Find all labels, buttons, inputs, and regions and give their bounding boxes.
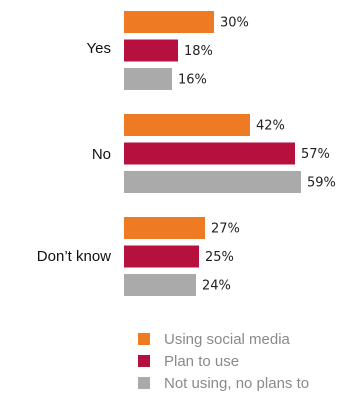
legend-swatch-using-social-media	[138, 333, 150, 345]
legend: Using social media Plan to use Not using…	[138, 328, 309, 394]
bar-no-using-social-media	[124, 114, 250, 136]
legend-label: Not using, no plans to	[164, 374, 310, 392]
bar-yes-using-social-media	[124, 11, 214, 33]
value-label-don-t-know-using-social-media: 27%	[211, 222, 240, 237]
bar-don-t-know-plan-to-use	[124, 245, 199, 268]
legend-label: Plan to use	[164, 352, 240, 370]
bar-chart: Yes 30% 18% 16% No 42% 57% 59% Don’t know 27% 25% 2…	[37, 11, 336, 296]
category-label-don-t-know: Don’t know	[37, 248, 111, 265]
value-label-don-t-know-plan-to-use: 25%	[205, 250, 234, 265]
legend-swatch-not-using	[138, 377, 150, 389]
legend-item-using-social-media: Using social media	[138, 328, 309, 350]
value-label-no-not-using-no-plans-to: 59%	[307, 176, 336, 191]
value-label-no-using-social-media: 42%	[256, 119, 285, 134]
category-label-yes: Yes	[87, 40, 111, 57]
legend-label: Using social media	[164, 330, 290, 348]
legend-item-plan-to-use: Plan to use	[138, 350, 309, 372]
value-label-yes-not-using-no-plans-to: 16%	[178, 73, 207, 88]
value-label-yes-using-social-media: 30%	[220, 16, 249, 31]
value-label-yes-plan-to-use: 18%	[184, 44, 213, 59]
bar-don-t-know-not-using-no-plans-to	[124, 274, 196, 296]
bar-yes-plan-to-use	[124, 39, 178, 62]
value-label-no-plan-to-use: 57%	[301, 147, 330, 162]
bar-no-plan-to-use	[124, 142, 295, 165]
bar-no-not-using-no-plans-to	[124, 171, 301, 193]
category-label-no: No	[92, 146, 111, 163]
value-label-don-t-know-not-using-no-plans-to: 24%	[202, 279, 231, 294]
legend-item-not-using: Not using, no plans to	[138, 372, 309, 394]
bar-yes-not-using-no-plans-to	[124, 68, 172, 90]
bar-don-t-know-using-social-media	[124, 217, 205, 239]
legend-swatch-plan-to-use	[138, 355, 150, 367]
